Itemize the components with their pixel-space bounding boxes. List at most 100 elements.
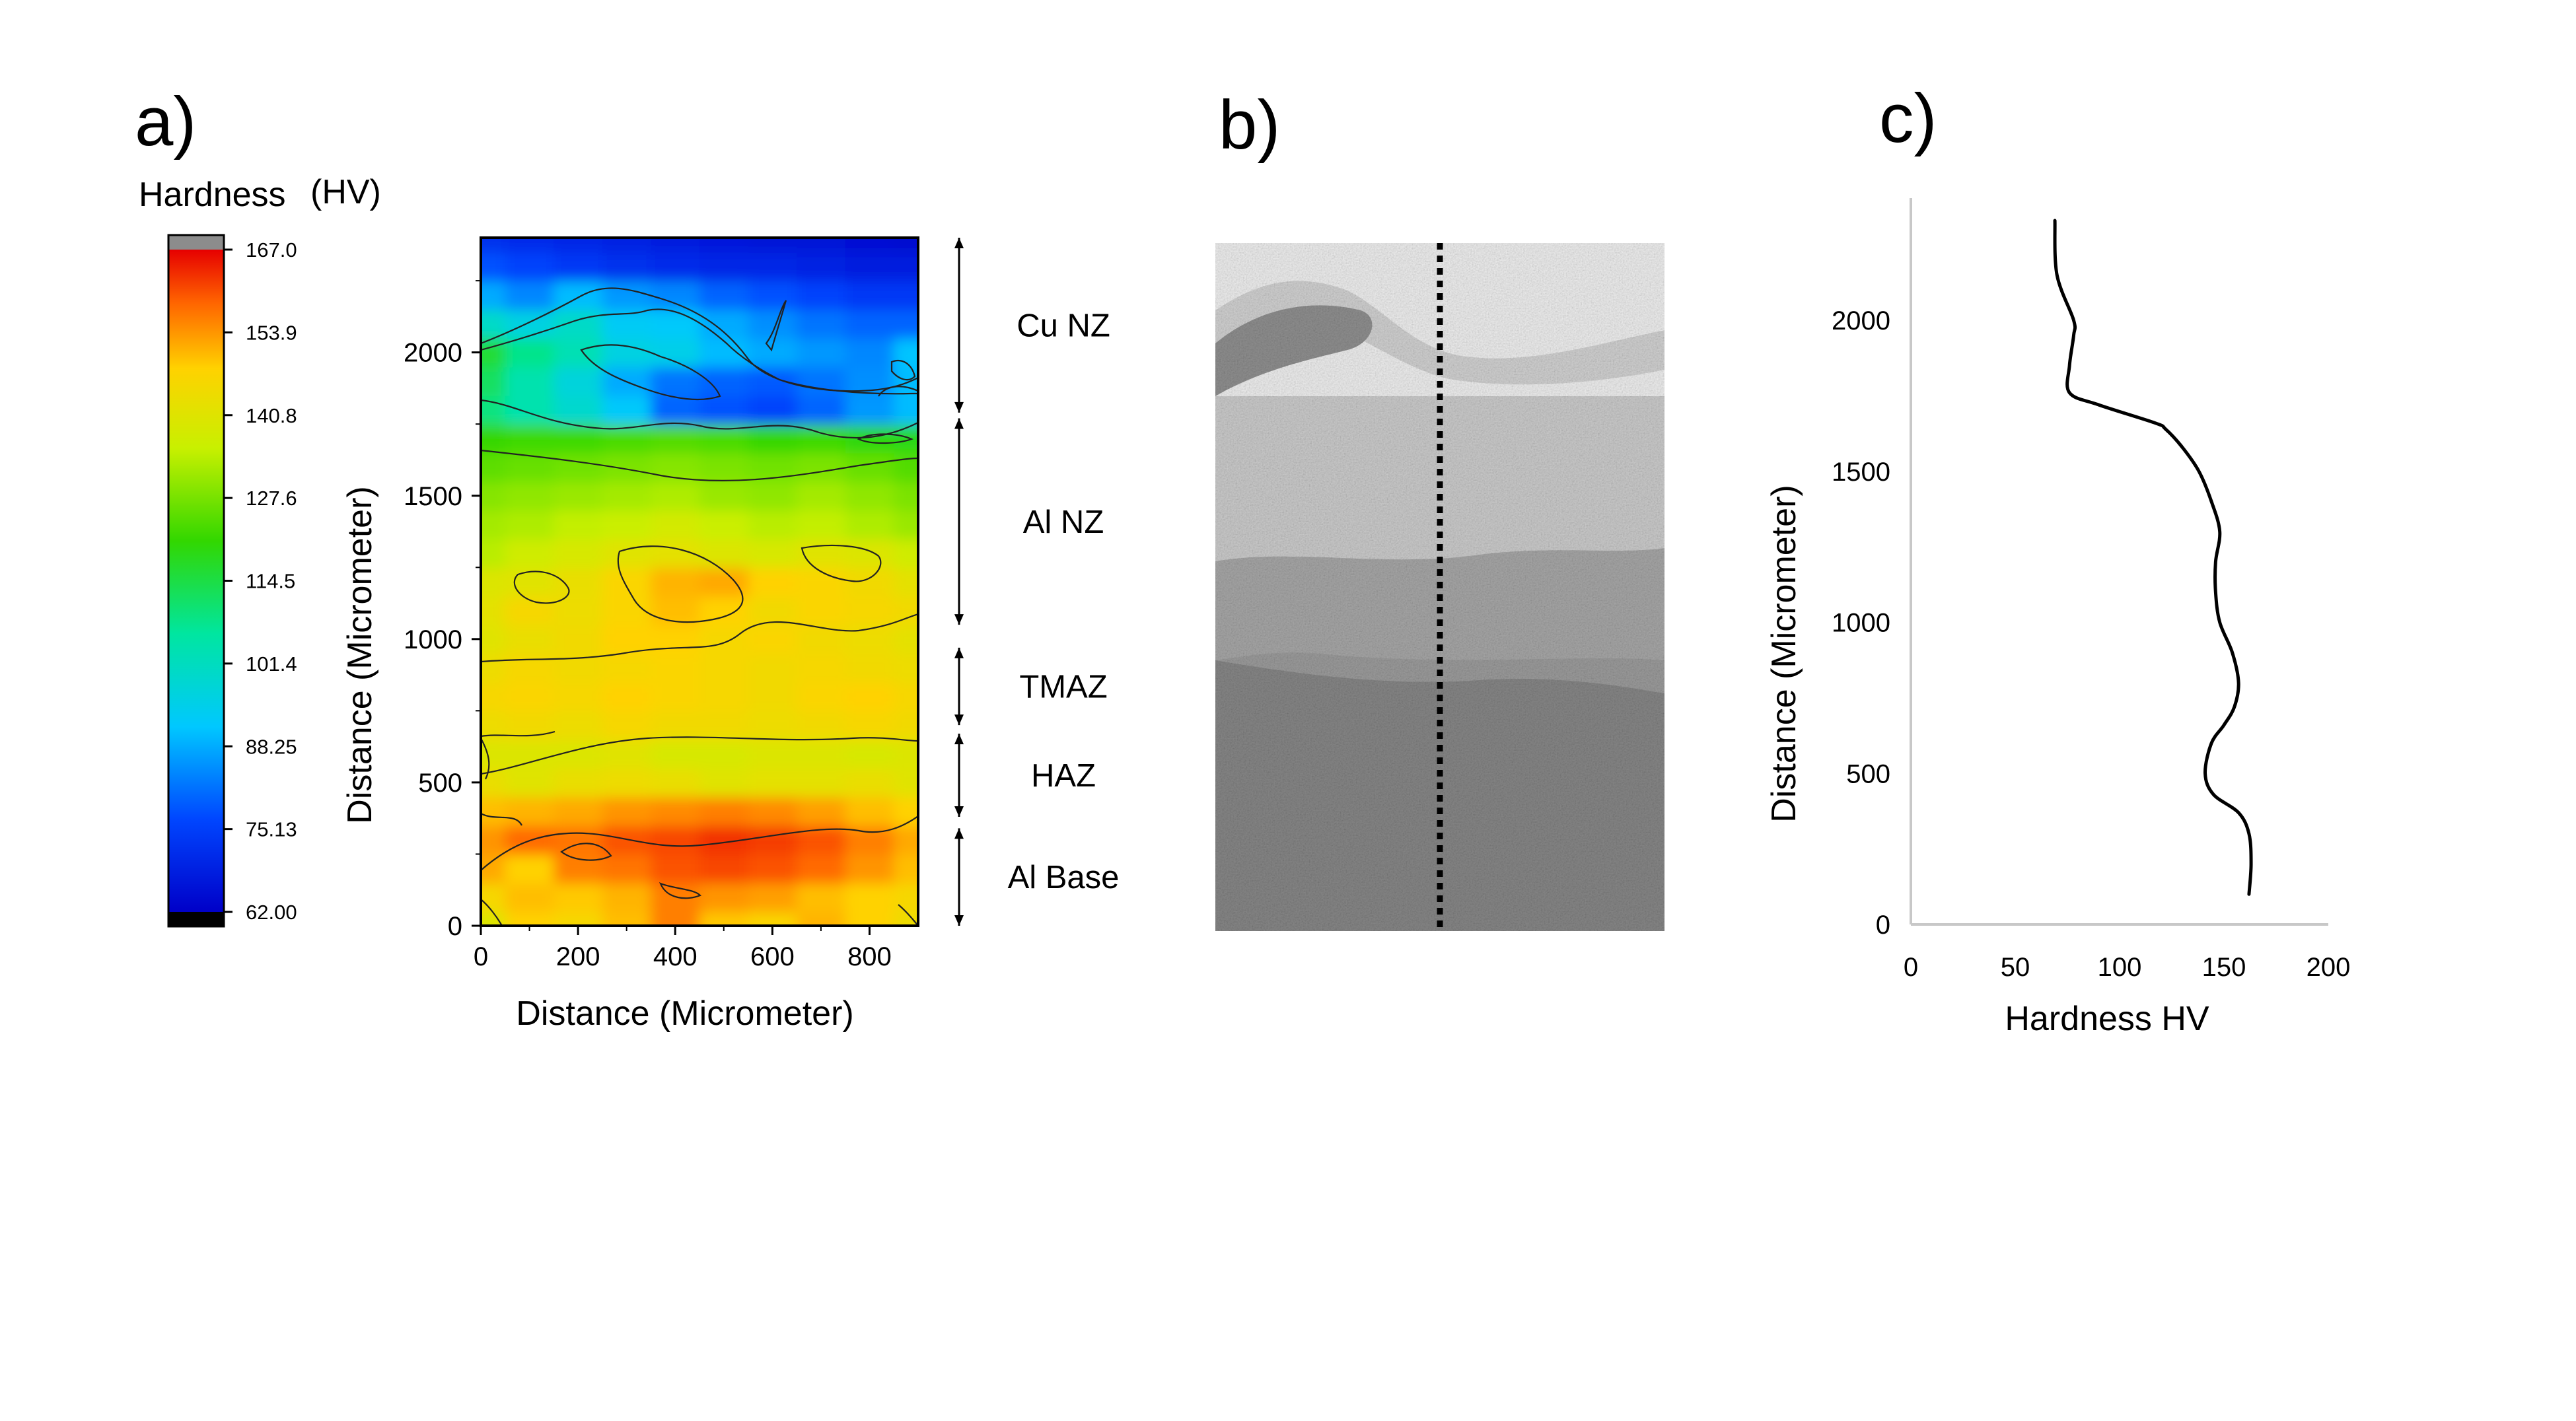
colorbar-tick-label: 101.4 xyxy=(246,652,297,676)
heatmap-cell xyxy=(699,309,749,339)
heatmap-cell xyxy=(554,596,603,626)
colorbar-overmax-cap xyxy=(168,235,224,250)
heatmap-cell xyxy=(554,625,603,654)
heatmap-cell xyxy=(602,281,652,310)
heatmap-cell xyxy=(505,538,555,569)
heatmap-cell xyxy=(481,510,506,539)
contour-line xyxy=(878,386,918,397)
heatmap-cell xyxy=(602,882,652,913)
profile-panel: 0 50 100 150 200 0 500 1000 1500 2000 Hardness H… xyxy=(1765,198,2350,1038)
heatmap-cell xyxy=(845,596,895,626)
heatmap-cell xyxy=(602,854,652,884)
heatmap-cell xyxy=(481,366,506,396)
heatmap-cell xyxy=(845,452,895,483)
heatmap-cell xyxy=(894,452,918,483)
heatmap-cell xyxy=(748,796,798,827)
heatmap-cell xyxy=(651,768,700,798)
heatmap-cell xyxy=(845,796,895,827)
heatmap-cell xyxy=(602,395,652,425)
contour-lines xyxy=(481,287,918,926)
zone-label: Al NZ xyxy=(1023,504,1104,540)
contour-line xyxy=(890,359,916,381)
heatmap-cell xyxy=(748,567,798,597)
zone-label: HAZ xyxy=(1031,758,1096,794)
heatmap-cell xyxy=(748,596,798,626)
heatmap-cell xyxy=(797,252,846,282)
contour-line xyxy=(481,449,918,481)
heatmap-cell xyxy=(651,681,700,712)
heatmap-cell xyxy=(845,337,895,368)
heatmap-cell xyxy=(748,510,798,539)
heatmap-cell xyxy=(894,625,918,654)
heatmap-cell xyxy=(554,911,603,926)
heatmap-cell xyxy=(699,653,749,683)
heatmap-cell xyxy=(481,596,506,626)
profile-y-tick-label: 0 xyxy=(1876,911,1890,940)
heatmap-cell xyxy=(651,825,700,855)
profile-y-tick-label: 1000 xyxy=(1832,609,1890,638)
heatmap-cell xyxy=(481,681,506,712)
heatmap-cell xyxy=(845,653,895,683)
heatmap-x-ticks: 0 200 400 600 800 xyxy=(474,926,892,971)
heatmap-cell xyxy=(505,510,555,539)
colorbar-title: Hardness xyxy=(139,176,286,214)
heatmap-cell xyxy=(845,238,895,253)
heatmap-cell xyxy=(748,337,798,368)
heatmap-cell xyxy=(481,309,506,339)
heatmap-y-tick-label: 1500 xyxy=(404,482,462,511)
heatmap-cell xyxy=(651,653,700,683)
heatmap-cell xyxy=(602,681,652,712)
heatmap-cell xyxy=(845,625,895,654)
heatmap-cell xyxy=(894,567,918,597)
heatmap-cell xyxy=(481,452,506,483)
contour-line xyxy=(481,899,503,926)
profile-x-tick-label: 0 xyxy=(1904,953,1918,982)
heatmap-cell xyxy=(602,596,652,626)
zone-arrow-head xyxy=(954,401,964,413)
heatmap-cell xyxy=(602,710,652,740)
heatmap-cell xyxy=(699,337,749,368)
panel-label-c: c) xyxy=(1879,80,1937,157)
contour-line xyxy=(659,882,701,899)
heatmap-cell xyxy=(651,337,700,368)
heatmap-cell xyxy=(651,281,700,310)
heatmap-x-axis-title: Distance (Micrometer) xyxy=(516,994,853,1033)
heatmap-cell xyxy=(699,796,749,827)
heatmap-cell xyxy=(845,481,895,511)
colorbar-tick-label: 140.8 xyxy=(246,404,297,427)
heatmap-cell xyxy=(748,252,798,282)
heatmap-cell xyxy=(554,481,603,511)
heatmap-cell xyxy=(651,252,700,282)
heatmap-cell xyxy=(894,538,918,569)
heatmap-cell xyxy=(894,825,918,855)
heatmap-cell xyxy=(845,281,895,310)
contour-line xyxy=(560,843,612,861)
heatmap-cell xyxy=(505,739,555,769)
heatmap-cell xyxy=(845,768,895,798)
heatmap-cell xyxy=(748,681,798,712)
heatmap-cell xyxy=(651,796,700,827)
heatmap-cell xyxy=(699,854,749,884)
heatmap-cell xyxy=(554,796,603,827)
heatmap-cell xyxy=(797,309,846,339)
heatmap-cell xyxy=(894,854,918,884)
heatmap-cell xyxy=(481,739,506,769)
heatmap-cell xyxy=(894,596,918,626)
heatmap-x-tick-label: 0 xyxy=(474,942,488,971)
heatmap-cell xyxy=(554,510,603,539)
heatmap-cell xyxy=(797,796,846,827)
colorbar-unit: (HV) xyxy=(310,173,381,211)
heatmap-cell xyxy=(845,395,895,425)
heatmap-x-tick-label: 200 xyxy=(556,942,600,971)
heatmap-cell xyxy=(699,882,749,913)
heatmap-cell xyxy=(505,596,555,626)
zone-arrow-head xyxy=(954,614,964,625)
heatmap-cell xyxy=(505,796,555,827)
heatmap-cell xyxy=(602,452,652,483)
heatmap-cell xyxy=(894,911,918,926)
heatmap-cell xyxy=(505,281,555,310)
heatmap-cell xyxy=(651,596,700,626)
profile-y-tick-label: 500 xyxy=(1846,759,1890,788)
heatmap-cell xyxy=(845,854,895,884)
heatmap-cell xyxy=(505,424,555,454)
